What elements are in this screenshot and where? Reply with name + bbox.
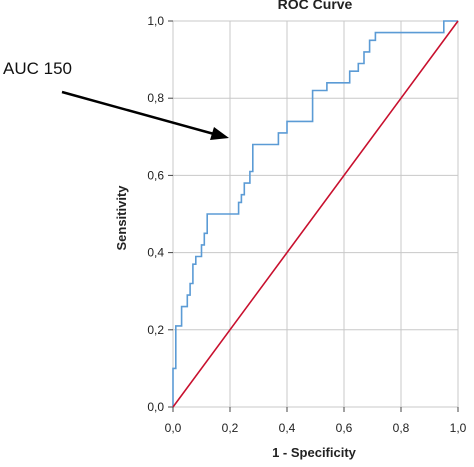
y-tick-label: 0,6: [147, 168, 164, 182]
y-tick-label: 0,4: [147, 246, 164, 260]
x-tick-label: 0,8: [393, 421, 410, 435]
y-tick-label: 0,8: [147, 91, 164, 105]
y-tick-label: 0,0: [147, 400, 164, 414]
x-tick-label: 0,4: [279, 421, 296, 435]
series-lines: [172, 20, 459, 408]
y-axis-ticks: 0,0 0,2 0,4 0,6 0,8 1,0: [147, 14, 173, 414]
y-tick-label: 0,2: [147, 323, 164, 337]
y-tick-label: 1,0: [147, 14, 164, 28]
x-tick-label: 0,6: [336, 421, 353, 435]
reference-diagonal-line: [172, 20, 459, 408]
roc-curve-line: [172, 20, 458, 407]
x-tick-label: 0,0: [165, 421, 182, 435]
annotation-arrow: [61, 90, 229, 140]
x-tick-label: 0,2: [222, 421, 239, 435]
annotation-text: AUC 150: [3, 59, 72, 78]
x-axis-title: 1 - Specificity: [272, 445, 357, 460]
x-axis-ticks: 0,0 0,2 0,4 0,6 0,8 1,0: [165, 407, 467, 435]
y-axis-title: Sensitivity: [114, 185, 129, 251]
x-tick-label: 1,0: [450, 421, 467, 435]
grid-lines: [172, 20, 459, 408]
chart-title: ROC Curve: [278, 0, 353, 12]
